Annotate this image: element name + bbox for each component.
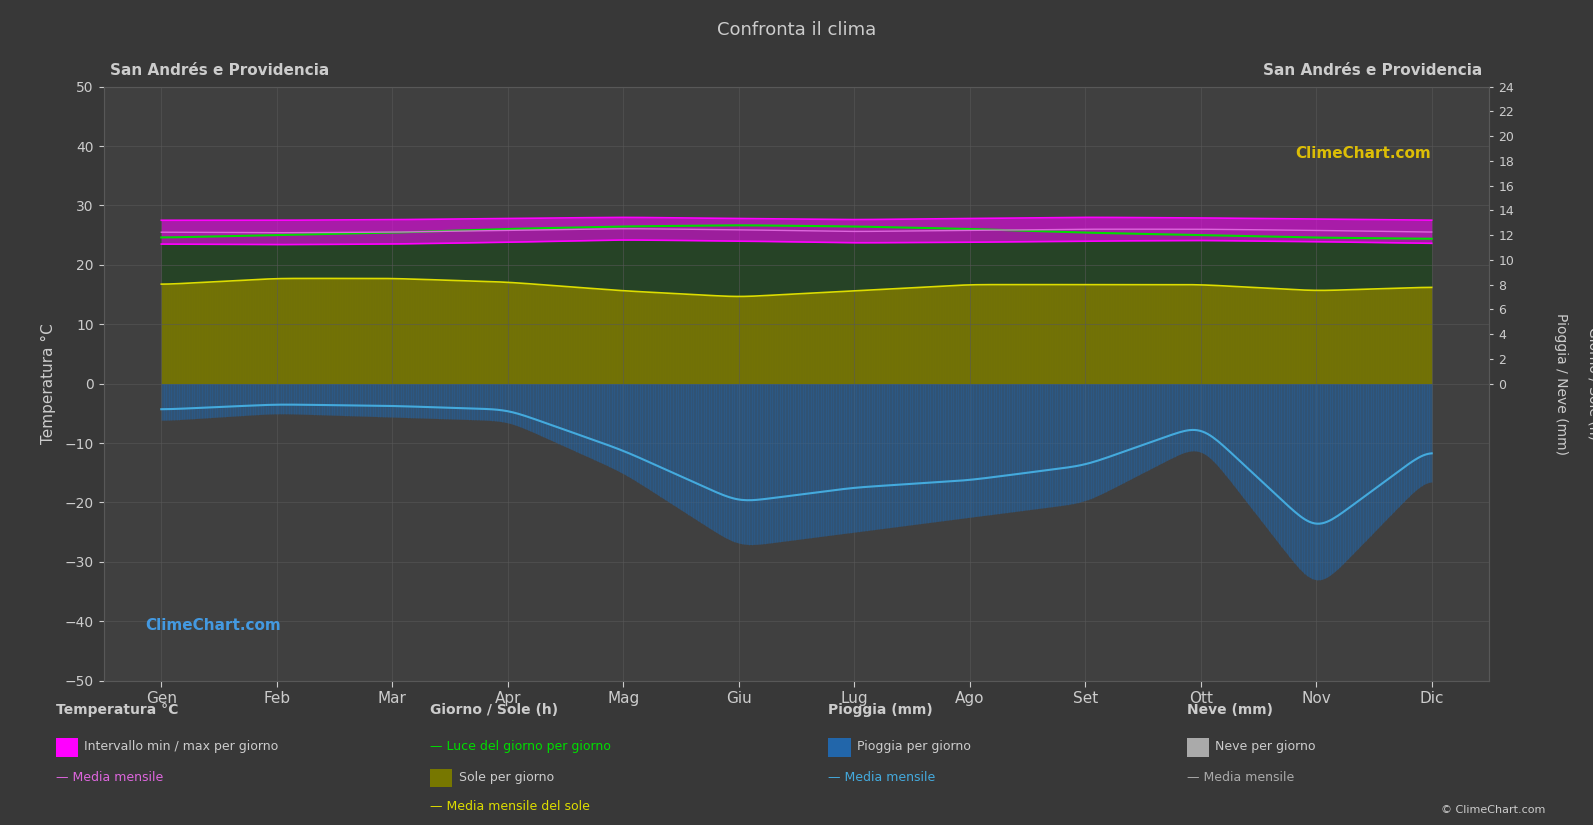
Text: Sole per giorno: Sole per giorno (459, 771, 554, 784)
Text: Pioggia (mm): Pioggia (mm) (828, 703, 933, 717)
Text: — Media mensile del sole: — Media mensile del sole (430, 800, 589, 813)
Text: Giorno / Sole (h): Giorno / Sole (h) (430, 703, 558, 717)
Text: ClimeChart.com: ClimeChart.com (145, 618, 280, 633)
Text: ClimeChart.com: ClimeChart.com (1295, 146, 1431, 161)
Text: Intervallo min / max per giorno: Intervallo min / max per giorno (84, 740, 279, 753)
Text: Neve per giorno: Neve per giorno (1215, 740, 1316, 753)
Text: Neve (mm): Neve (mm) (1187, 703, 1273, 717)
Text: San Andrés e Providencia: San Andrés e Providencia (110, 63, 330, 78)
Text: San Andrés e Providencia: San Andrés e Providencia (1263, 63, 1483, 78)
Y-axis label: Giorno / Sole (h)

Pioggia / Neve (mm): Giorno / Sole (h) Pioggia / Neve (mm) (1553, 313, 1593, 455)
Text: Confronta il clima: Confronta il clima (717, 21, 876, 39)
Text: Temperatura °C: Temperatura °C (56, 703, 178, 717)
Text: — Media mensile: — Media mensile (828, 771, 935, 784)
Text: — Luce del giorno per giorno: — Luce del giorno per giorno (430, 740, 612, 753)
Text: © ClimeChart.com: © ClimeChart.com (1440, 804, 1545, 814)
Text: — Media mensile: — Media mensile (56, 771, 162, 784)
Text: — Media mensile: — Media mensile (1187, 771, 1294, 784)
Text: Pioggia per giorno: Pioggia per giorno (857, 740, 970, 753)
Y-axis label: Temperatura °C: Temperatura °C (41, 323, 56, 444)
